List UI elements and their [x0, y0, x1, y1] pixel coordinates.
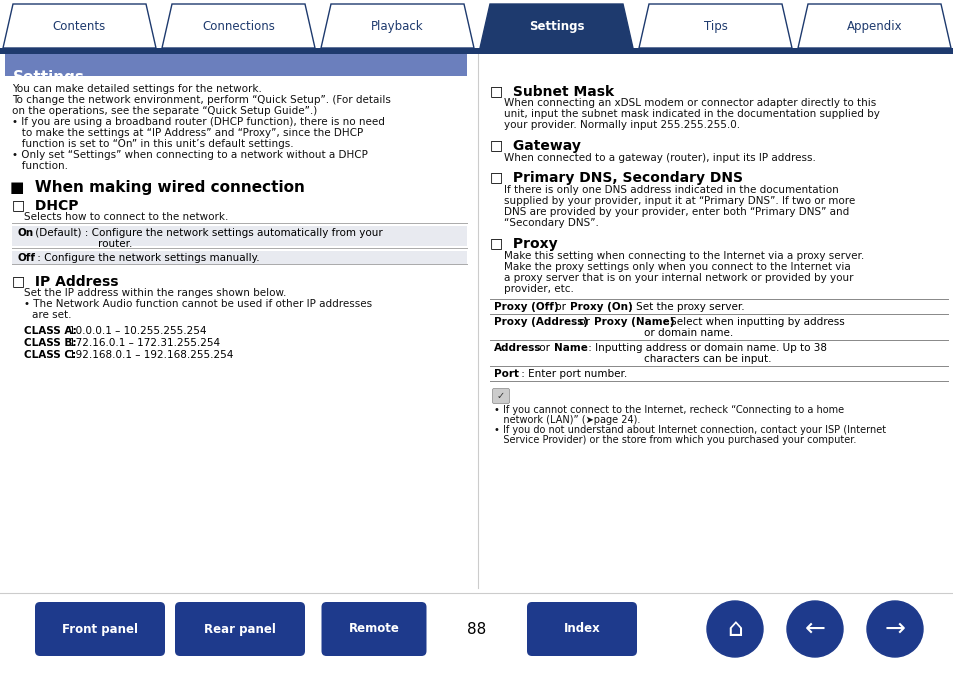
- Text: Port: Port: [494, 369, 518, 379]
- Text: □  IP Address: □ IP Address: [12, 274, 118, 288]
- Text: “Secondary DNS”.: “Secondary DNS”.: [503, 218, 598, 228]
- FancyBboxPatch shape: [492, 388, 509, 404]
- Bar: [12, 251, 467, 265]
- Text: router.: router.: [98, 239, 132, 249]
- Text: on the operations, see the separate “Quick Setup Guide”.): on the operations, see the separate “Qui…: [12, 106, 317, 116]
- Polygon shape: [162, 4, 314, 48]
- Text: Proxy (Address): Proxy (Address): [494, 317, 587, 327]
- Text: CLASS B:: CLASS B:: [24, 338, 80, 348]
- Text: You can make detailed settings for the network.: You can make detailed settings for the n…: [12, 84, 262, 94]
- Text: ⌂: ⌂: [726, 617, 742, 641]
- Text: ✓: ✓: [497, 391, 504, 401]
- Text: Selects how to connect to the network.: Selects how to connect to the network.: [24, 212, 228, 222]
- Text: □  DHCP: □ DHCP: [12, 198, 78, 212]
- Text: Proxy (Name): Proxy (Name): [594, 317, 674, 327]
- Text: • If you cannot connect to the Internet, recheck “Connecting to a home: • If you cannot connect to the Internet,…: [494, 405, 843, 415]
- Circle shape: [706, 601, 762, 657]
- Text: DNS are provided by your provider, enter both “Primary DNS” and: DNS are provided by your provider, enter…: [503, 207, 848, 217]
- Text: : Select when inputting by address: : Select when inputting by address: [659, 317, 843, 327]
- Text: Set the IP address within the ranges shown below.: Set the IP address within the ranges sho…: [24, 288, 286, 298]
- Text: CLASS A:: CLASS A:: [24, 326, 80, 336]
- Text: Proxy (Off): Proxy (Off): [494, 302, 558, 312]
- Text: • If you are using a broadband router (DHCP function), there is no need: • If you are using a broadband router (D…: [12, 117, 384, 127]
- Text: • The Network Audio function cannot be used if other IP addresses: • The Network Audio function cannot be u…: [24, 299, 372, 309]
- FancyBboxPatch shape: [35, 602, 165, 656]
- Text: ←: ←: [803, 617, 824, 641]
- Text: function is set to “On” in this unit’s default settings.: function is set to “On” in this unit’s d…: [12, 139, 294, 149]
- Text: or: or: [536, 343, 553, 353]
- Text: : Inputting address or domain name. Up to 38: : Inputting address or domain name. Up t…: [584, 343, 826, 353]
- Text: your provider. Normally input 255.255.255.0.: your provider. Normally input 255.255.25…: [503, 120, 740, 130]
- Text: CLASS C:: CLASS C:: [24, 350, 80, 360]
- Text: • Only set “Settings” when connecting to a network without a DHCP: • Only set “Settings” when connecting to…: [12, 150, 368, 160]
- Text: Off: Off: [18, 253, 36, 263]
- Text: characters can be input.: characters can be input.: [643, 354, 771, 364]
- Text: or: or: [552, 302, 569, 312]
- Text: unit, input the subnet mask indicated in the documentation supplied by: unit, input the subnet mask indicated in…: [503, 109, 879, 119]
- Text: network (LAN)” (➤page 24).: network (LAN)” (➤page 24).: [494, 415, 639, 425]
- FancyBboxPatch shape: [321, 602, 426, 656]
- Text: Tips: Tips: [702, 20, 727, 33]
- Text: function.: function.: [12, 161, 68, 171]
- Bar: [12, 226, 467, 246]
- FancyBboxPatch shape: [174, 602, 305, 656]
- Text: 88: 88: [467, 621, 486, 637]
- Text: □  Primary DNS, Secondary DNS: □ Primary DNS, Secondary DNS: [490, 171, 742, 185]
- Text: Appendix: Appendix: [846, 20, 902, 33]
- Text: : Set the proxy server.: : Set the proxy server.: [625, 302, 744, 312]
- Text: □  Gateway: □ Gateway: [490, 139, 580, 153]
- Text: 192.168.0.1 – 192.168.255.254: 192.168.0.1 – 192.168.255.254: [69, 350, 233, 360]
- Polygon shape: [320, 4, 474, 48]
- Text: Rear panel: Rear panel: [204, 623, 275, 635]
- Circle shape: [866, 601, 923, 657]
- Text: Proxy (On): Proxy (On): [569, 302, 632, 312]
- Text: Address: Address: [494, 343, 541, 353]
- Text: supplied by your provider, input it at “Primary DNS”. If two or more: supplied by your provider, input it at “…: [503, 196, 854, 206]
- Text: When connected to a gateway (router), input its IP address.: When connected to a gateway (router), in…: [503, 153, 815, 163]
- Text: Connections: Connections: [202, 20, 274, 33]
- Text: Service Provider) or the store from which you purchased your computer.: Service Provider) or the store from whic…: [494, 435, 856, 445]
- Text: (Default) : Configure the network settings automatically from your: (Default) : Configure the network settin…: [32, 228, 382, 238]
- Polygon shape: [639, 4, 791, 48]
- Text: a proxy server that is on your internal network or provided by your: a proxy server that is on your internal …: [503, 273, 853, 283]
- Text: Make this setting when connecting to the Internet via a proxy server.: Make this setting when connecting to the…: [503, 251, 863, 261]
- Bar: [5, 54, 467, 76]
- Text: • If you do not understand about Internet connection, contact your ISP (Internet: • If you do not understand about Interne…: [494, 425, 885, 435]
- Polygon shape: [3, 4, 156, 48]
- Text: If there is only one DNS address indicated in the documentation: If there is only one DNS address indicat…: [503, 185, 838, 195]
- Text: Settings: Settings: [13, 70, 85, 85]
- Text: Index: Index: [563, 623, 599, 635]
- Text: : Enter port number.: : Enter port number.: [517, 369, 626, 379]
- Text: Playback: Playback: [371, 20, 423, 33]
- Text: Make the proxy settings only when you connect to the Internet via: Make the proxy settings only when you co…: [503, 262, 850, 272]
- Text: Contents: Contents: [52, 20, 106, 33]
- Text: ■  When making wired connection: ■ When making wired connection: [10, 180, 305, 195]
- Text: Remote: Remote: [348, 623, 399, 635]
- Text: Settings: Settings: [528, 20, 583, 33]
- Text: 10.0.0.1 – 10.255.255.254: 10.0.0.1 – 10.255.255.254: [69, 326, 206, 336]
- Text: to make the settings at “IP Address” and “Proxy”, since the DHCP: to make the settings at “IP Address” and…: [12, 128, 363, 138]
- FancyBboxPatch shape: [526, 602, 637, 656]
- Text: are set.: are set.: [32, 310, 71, 320]
- Text: When connecting an xDSL modem or connector adapter directly to this: When connecting an xDSL modem or connect…: [503, 98, 876, 108]
- Text: 172.16.0.1 – 172.31.255.254: 172.16.0.1 – 172.31.255.254: [69, 338, 220, 348]
- Text: Front panel: Front panel: [62, 623, 138, 635]
- Text: □  Proxy: □ Proxy: [490, 237, 558, 251]
- Text: : Configure the network settings manually.: : Configure the network settings manuall…: [34, 253, 259, 263]
- Polygon shape: [797, 4, 950, 48]
- Polygon shape: [479, 4, 633, 48]
- Circle shape: [786, 601, 842, 657]
- Text: To change the network environment, perform “Quick Setup”. (For details: To change the network environment, perfo…: [12, 95, 391, 105]
- Text: On: On: [18, 228, 34, 238]
- Text: □  Subnet Mask: □ Subnet Mask: [490, 84, 614, 98]
- Text: →: →: [883, 617, 904, 641]
- Text: provider, etc.: provider, etc.: [503, 284, 574, 294]
- Bar: [0, 48, 953, 54]
- Text: or domain name.: or domain name.: [643, 328, 733, 338]
- Text: Name: Name: [554, 343, 587, 353]
- Text: or: or: [576, 317, 593, 327]
